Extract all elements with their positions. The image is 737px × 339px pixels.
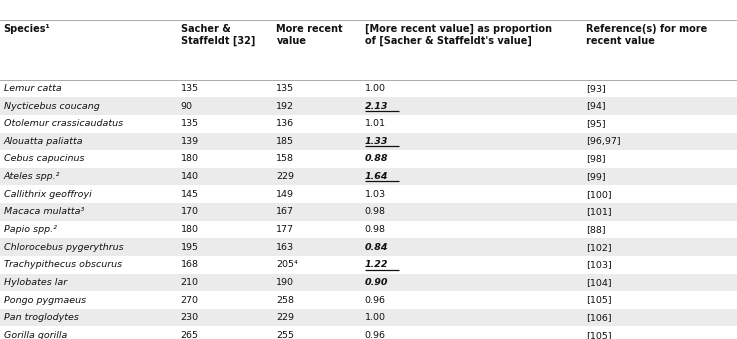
Text: [105]: [105]: [586, 296, 612, 304]
Bar: [0, 97, 737, 115]
Text: 163: 163: [276, 243, 295, 252]
Text: Lemur catta: Lemur catta: [4, 84, 61, 93]
Text: 270: 270: [181, 296, 198, 304]
Text: [100]: [100]: [586, 190, 612, 199]
Bar: [0, 309, 737, 326]
Bar: [0, 133, 737, 150]
Text: 180: 180: [181, 225, 198, 234]
Text: 210: 210: [181, 278, 198, 287]
Text: 170: 170: [181, 207, 198, 216]
Text: Callithrix geoffroyi: Callithrix geoffroyi: [4, 190, 91, 199]
Text: [More recent value] as proportion
of [Sacher & Staffeldt's value]: [More recent value] as proportion of [Sa…: [365, 24, 552, 46]
Text: 258: 258: [276, 296, 294, 304]
Text: 168: 168: [181, 260, 198, 269]
Text: 0.88: 0.88: [365, 155, 388, 163]
Text: Cebus capucinus: Cebus capucinus: [4, 155, 84, 163]
Text: 145: 145: [181, 190, 198, 199]
Text: 255: 255: [276, 331, 294, 339]
Text: [103]: [103]: [586, 260, 612, 269]
Text: 1.00: 1.00: [365, 313, 385, 322]
Text: Pongo pygmaeus: Pongo pygmaeus: [4, 296, 85, 304]
Text: 167: 167: [276, 207, 294, 216]
Text: 1.22: 1.22: [365, 260, 388, 269]
Text: 0.98: 0.98: [365, 225, 385, 234]
Text: [98]: [98]: [586, 155, 606, 163]
Text: [101]: [101]: [586, 207, 612, 216]
Bar: [0, 256, 737, 274]
Text: [88]: [88]: [586, 225, 606, 234]
Text: 0.96: 0.96: [365, 331, 385, 339]
Text: 0.96: 0.96: [365, 296, 385, 304]
Text: Nycticebus coucang: Nycticebus coucang: [4, 102, 99, 111]
Text: 90: 90: [181, 102, 192, 111]
Text: Otolemur crassicaudatus: Otolemur crassicaudatus: [4, 119, 123, 128]
Text: [99]: [99]: [586, 172, 606, 181]
Text: 190: 190: [276, 278, 294, 287]
Text: 229: 229: [276, 313, 294, 322]
Bar: [0, 168, 737, 185]
Text: [94]: [94]: [586, 102, 606, 111]
Text: Macaca mulatta³: Macaca mulatta³: [4, 207, 84, 216]
Bar: [0, 274, 737, 291]
Text: 180: 180: [181, 155, 198, 163]
Text: Trachypithecus obscurus: Trachypithecus obscurus: [4, 260, 122, 269]
Text: 135: 135: [181, 119, 199, 128]
Text: 140: 140: [181, 172, 198, 181]
Text: [104]: [104]: [586, 278, 612, 287]
Bar: [0, 150, 737, 168]
Bar: [0, 291, 737, 309]
Text: [95]: [95]: [586, 119, 606, 128]
Text: 0.84: 0.84: [365, 243, 388, 252]
Text: 230: 230: [181, 313, 199, 322]
Text: 192: 192: [276, 102, 294, 111]
Bar: [0, 238, 737, 256]
Text: Sacher &
Staffeldt [32]: Sacher & Staffeldt [32]: [181, 24, 255, 46]
Text: 229: 229: [276, 172, 294, 181]
Text: 1.03: 1.03: [365, 190, 386, 199]
Text: Pan troglodytes: Pan troglodytes: [4, 313, 79, 322]
Text: 135: 135: [276, 84, 295, 93]
Text: 1.33: 1.33: [365, 137, 388, 146]
Text: 0.98: 0.98: [365, 207, 385, 216]
Text: 136: 136: [276, 119, 295, 128]
Text: [105]: [105]: [586, 331, 612, 339]
Text: 2.13: 2.13: [365, 102, 388, 111]
Text: [106]: [106]: [586, 313, 612, 322]
Text: 1.64: 1.64: [365, 172, 388, 181]
Text: 1.01: 1.01: [365, 119, 385, 128]
Text: 1.00: 1.00: [365, 84, 385, 93]
Text: 0.90: 0.90: [365, 278, 388, 287]
Bar: [0, 185, 737, 203]
Text: Ateles spp.²: Ateles spp.²: [4, 172, 60, 181]
Text: 195: 195: [181, 243, 198, 252]
Text: Alouatta paliatta: Alouatta paliatta: [4, 137, 83, 146]
Text: Gorilla gorilla: Gorilla gorilla: [4, 331, 67, 339]
Text: 135: 135: [181, 84, 199, 93]
Text: 158: 158: [276, 155, 294, 163]
Text: Species¹: Species¹: [4, 24, 50, 34]
Text: Papio spp.²: Papio spp.²: [4, 225, 57, 234]
Bar: [0, 221, 737, 238]
Text: More recent
value: More recent value: [276, 24, 343, 46]
Text: [96,97]: [96,97]: [586, 137, 621, 146]
Text: 149: 149: [276, 190, 294, 199]
Bar: [0, 115, 737, 133]
Bar: [0, 203, 737, 221]
Text: [102]: [102]: [586, 243, 612, 252]
Text: [93]: [93]: [586, 84, 606, 93]
Text: 185: 185: [276, 137, 294, 146]
Text: 177: 177: [276, 225, 294, 234]
Bar: [0, 80, 737, 97]
Text: Reference(s) for more
recent value: Reference(s) for more recent value: [586, 24, 708, 46]
Bar: [0, 326, 737, 339]
Text: 265: 265: [181, 331, 198, 339]
Text: Chlorocebus pygerythrus: Chlorocebus pygerythrus: [4, 243, 123, 252]
Text: 139: 139: [181, 137, 199, 146]
Text: 205⁴: 205⁴: [276, 260, 298, 269]
Text: Hylobates lar: Hylobates lar: [4, 278, 67, 287]
